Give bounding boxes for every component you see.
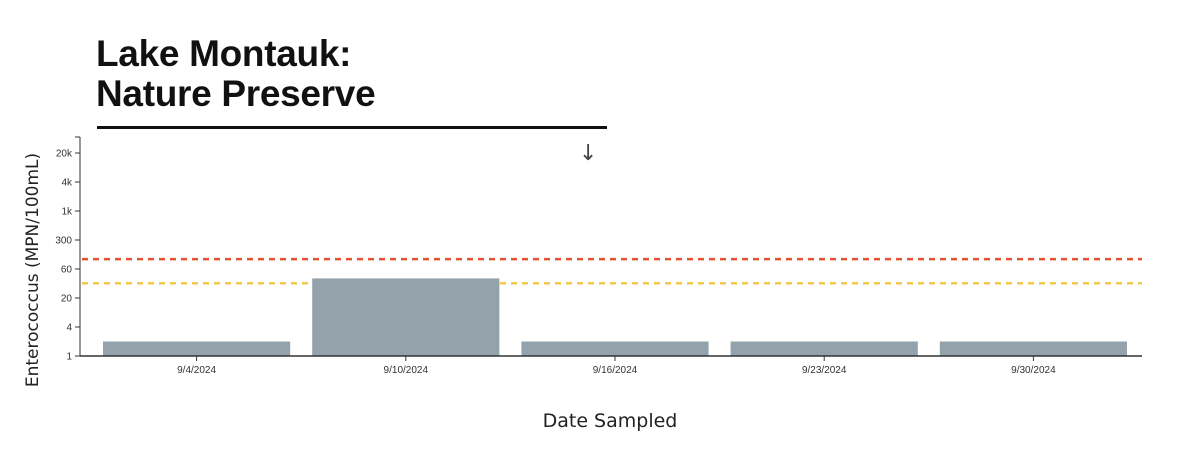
y-tick-label: 60 (61, 265, 73, 276)
x-tick-label: 9/10/2024 (384, 365, 429, 376)
title-underline (97, 126, 607, 129)
bar[interactable] (521, 341, 709, 357)
y-tick-label: 1 (66, 352, 72, 363)
arrow-down-icon[interactable]: ↓ (579, 141, 598, 166)
y-tick-label: 1k (61, 207, 73, 218)
bar[interactable] (103, 341, 291, 357)
y-tick-label: 4 (66, 323, 72, 334)
y-tick-label: 300 (55, 236, 72, 247)
x-axis-label: Date Sampled (543, 410, 678, 432)
y-tick-label: 20 (61, 294, 73, 305)
x-tick-label: 9/30/2024 (1011, 365, 1056, 376)
x-tick-label: 9/4/2024 (177, 365, 216, 376)
x-tick-label: 9/16/2024 (593, 365, 638, 376)
title-line-1: Lake Montauk: (96, 33, 352, 74)
bar[interactable] (939, 341, 1127, 357)
x-tick-label: 9/23/2024 (802, 365, 847, 376)
bar[interactable] (312, 278, 500, 356)
bar[interactable] (730, 341, 918, 357)
title-line-2: Nature Preserve (96, 73, 376, 114)
y-tick-label: 20k (56, 149, 73, 160)
chart-title: Lake Montauk: Nature Preserve (96, 33, 376, 114)
y-axis-label: Enterococcus (MPN/100mL) (23, 153, 43, 387)
y-tick-label: 4k (61, 178, 73, 189)
